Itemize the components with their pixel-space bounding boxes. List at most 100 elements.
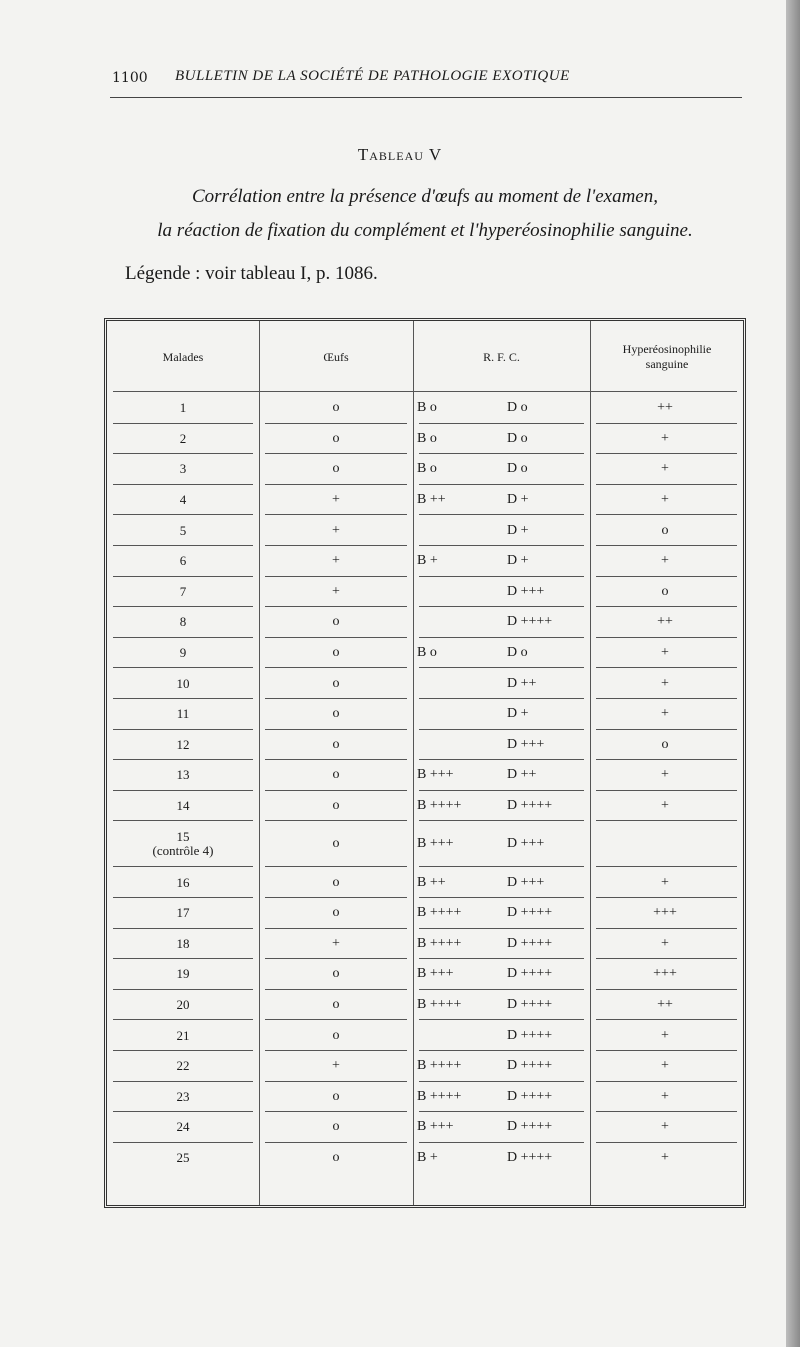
cell-malade: 8	[107, 607, 259, 638]
cell-hyper: +	[661, 1058, 669, 1074]
cell-oeufs: +	[332, 553, 340, 569]
row-rule	[265, 1141, 407, 1143]
column-divider	[590, 321, 591, 1205]
cell-oeufs: o	[332, 767, 340, 783]
row-rule	[419, 667, 584, 669]
row-rule	[113, 636, 253, 638]
cell-malade: 12	[107, 730, 259, 761]
legend-note: Légende : voir tableau I, p. 1086.	[125, 263, 378, 284]
row-rule	[596, 988, 737, 990]
cell-hyper: +	[661, 767, 669, 783]
row-rule	[419, 1019, 584, 1021]
row-rule	[419, 514, 584, 516]
row-rule	[113, 422, 253, 424]
cell-rfc-b: B ++++	[417, 1088, 462, 1104]
row-rule	[265, 728, 407, 730]
row-rule	[419, 896, 584, 898]
row-rule	[113, 1111, 253, 1113]
table-row: 2 o B o D o +	[107, 424, 743, 455]
row-rule	[113, 1141, 253, 1143]
row-rule	[596, 958, 737, 960]
cell-rfc-d: D ++++	[507, 935, 553, 951]
row-rule	[419, 866, 584, 868]
row-rule	[596, 1111, 737, 1113]
cell-oeufs: +	[332, 1058, 340, 1074]
malade-number: 10	[176, 675, 190, 691]
row-rule	[419, 789, 584, 791]
row-rule	[265, 988, 407, 990]
scan-edge	[786, 0, 800, 1347]
cell-hyper: ++	[657, 997, 673, 1013]
row-rule	[596, 544, 737, 546]
row-rule	[265, 789, 407, 791]
cell-hyper: +	[661, 675, 669, 691]
cell-rfc-d: D +	[507, 553, 529, 569]
cell-hyper: ++	[657, 400, 673, 416]
cell-malade: 5	[107, 515, 259, 546]
row-rule	[419, 1049, 584, 1051]
row-rule	[596, 759, 737, 761]
row-rule	[265, 759, 407, 761]
cell-oeufs: o	[332, 461, 340, 477]
table-row: 10 o D ++ +	[107, 668, 743, 699]
table-row: 14 o B ++++ D ++++ +	[107, 791, 743, 822]
caption-line: la réaction de fixation du complément et…	[157, 220, 693, 241]
row-rule	[113, 697, 253, 699]
malade-number: 2	[179, 430, 187, 446]
row-rule	[419, 1111, 584, 1113]
cell-oeufs: o	[332, 1150, 340, 1166]
column-divider	[413, 321, 414, 1205]
row-rule	[419, 728, 584, 730]
row-rule	[265, 483, 407, 485]
cell-hyper: o	[661, 583, 669, 599]
row-rule	[113, 789, 253, 791]
cell-oeufs: o	[332, 675, 340, 691]
row-rule	[113, 820, 253, 822]
row-rule	[265, 422, 407, 424]
row-rule	[596, 1019, 737, 1021]
malade-number: 13	[176, 767, 190, 783]
table-row: 16 o B ++ D +++ +	[107, 867, 743, 898]
cell-oeufs: o	[332, 798, 340, 814]
cell-hyper: +	[661, 1150, 669, 1166]
row-rule	[419, 697, 584, 699]
malade-number: 11	[176, 706, 190, 722]
row-rule	[113, 759, 253, 761]
cell-hyper: +	[661, 1027, 669, 1043]
cell-rfc-d: D ++++	[507, 966, 553, 982]
row-rule	[419, 422, 584, 424]
table-row: 3 o B o D o +	[107, 454, 743, 485]
table-row: 5 + D + o	[107, 515, 743, 546]
page-number: 1100	[112, 70, 148, 86]
table-row: 20 o B ++++ D ++++ ++	[107, 990, 743, 1021]
cell-rfc-b: B ++++	[417, 997, 462, 1013]
cell-malade: 23	[107, 1082, 259, 1113]
table-row: 12 o D +++ o	[107, 730, 743, 761]
cell-oeufs: o	[332, 1088, 340, 1104]
cell-rfc-b: B ++++	[417, 1058, 462, 1074]
cell-hyper: +	[661, 706, 669, 722]
row-rule	[113, 453, 253, 455]
row-rule	[419, 958, 584, 960]
row-rule	[596, 927, 737, 929]
row-rule	[419, 483, 584, 485]
cell-rfc-d: D ++	[507, 675, 537, 691]
cell-oeufs: o	[332, 966, 340, 982]
header-hyperosinophilie: Hyperéosinophilie sanguine	[622, 342, 712, 371]
row-rule	[265, 606, 407, 608]
cell-hyper: +	[661, 645, 669, 661]
cell-rfc-d: D ++++	[507, 1027, 553, 1043]
cell-rfc-b: B +	[417, 553, 438, 569]
cell-hyper: o	[661, 522, 669, 538]
cell-rfc-d: D o	[507, 400, 528, 416]
row-rule	[265, 820, 407, 822]
data-table: Malades Œufs R. F. C. Hyperéosinophilie …	[104, 318, 746, 1208]
table-row: 11 o D + +	[107, 699, 743, 730]
row-rule	[113, 927, 253, 929]
row-rule	[265, 636, 407, 638]
row-rule	[596, 866, 737, 868]
row-rule	[419, 759, 584, 761]
cell-rfc-b: B ++++	[417, 905, 462, 921]
row-rule	[419, 820, 584, 822]
table-row: 13 o B +++ D ++ +	[107, 760, 743, 791]
